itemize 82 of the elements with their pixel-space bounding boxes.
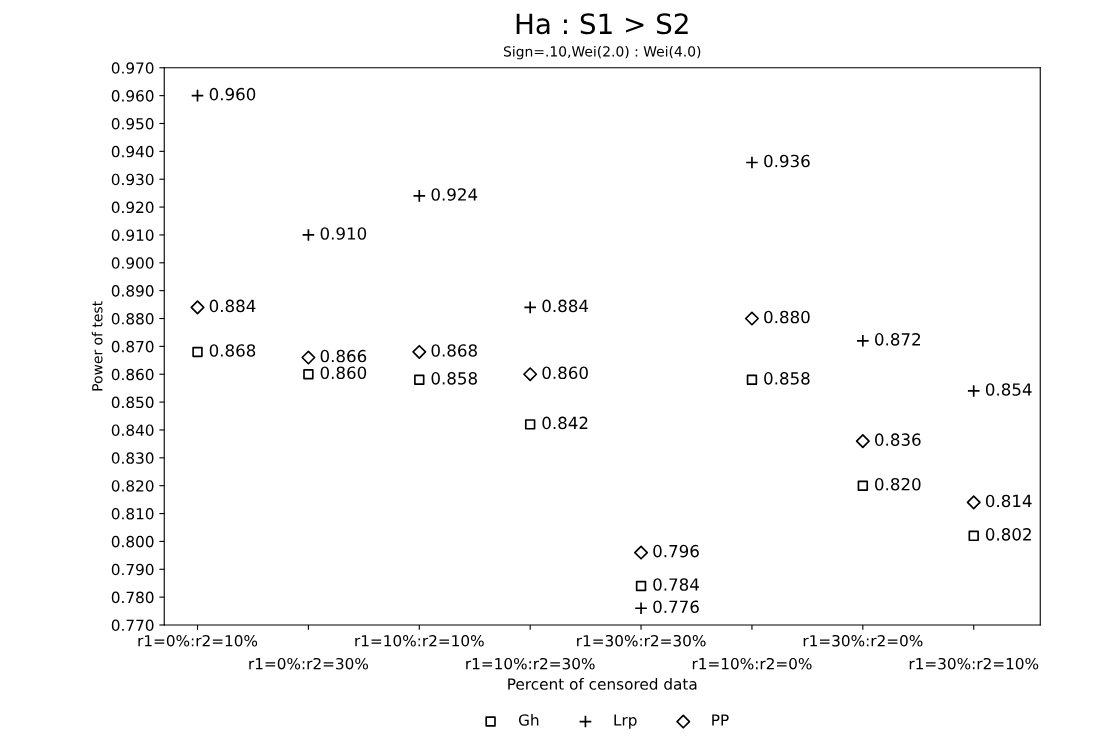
chart-subtitle: Sign=.10,Wei(2.0) : Wei(4.0): [503, 45, 701, 60]
y-tick-label: 0.890: [111, 285, 154, 297]
data-label: 0.854: [985, 383, 1032, 396]
point: [967, 384, 981, 398]
point: [635, 580, 647, 592]
point: [412, 189, 426, 203]
x-tick-label: r1=30%:r2=0%: [803, 634, 923, 647]
point: [190, 300, 205, 315]
point: [303, 369, 314, 380]
chart-title: Ha : S1 > S2: [516, 13, 688, 35]
x-tick-label: r1=30%:r2=10%: [909, 657, 1039, 670]
x-axis-title: Percent of censored data: [508, 677, 697, 690]
data-label: 0.858: [764, 372, 810, 385]
point: [857, 480, 869, 491]
y-tick-label: 0.770: [111, 619, 154, 632]
legend-label: PP: [712, 714, 729, 726]
point: [523, 300, 537, 315]
data-label: 0.836: [875, 433, 921, 446]
point: [966, 495, 981, 510]
point: [301, 228, 316, 242]
data-label: 0.776: [653, 600, 699, 614]
y-tick-label: 0.820: [111, 480, 154, 492]
y-tick-label: 0.970: [111, 62, 154, 74]
data-label: 0.860: [542, 366, 588, 380]
x-tick-label: r1=10%:r2=0%: [692, 657, 812, 670]
data-label: 0.814: [985, 494, 1032, 508]
point: [414, 374, 425, 386]
legend-label: Lrp: [614, 714, 637, 729]
data-label: 0.820: [875, 477, 921, 491]
data-label: 0.860: [320, 366, 367, 380]
point: [744, 311, 759, 326]
data-label: 0.924: [431, 188, 478, 201]
data-label: 0.866: [320, 349, 367, 363]
y-tick-label: 0.940: [111, 145, 154, 158]
data-label: 0.868: [431, 344, 477, 357]
y-tick-label: 0.900: [111, 257, 154, 269]
data-label: 0.784: [653, 578, 699, 591]
data-label: 0.858: [431, 372, 477, 385]
y-tick-label: 0.950: [111, 117, 154, 130]
y-tick-label: 0.780: [111, 591, 154, 604]
point: [190, 88, 205, 103]
y-tick-label: 0.790: [111, 563, 154, 576]
data-label: 0.936: [764, 154, 810, 168]
y-tick-label: 0.920: [111, 201, 154, 214]
data-label: 0.796: [653, 544, 699, 558]
y-tick-label: 0.840: [111, 424, 154, 436]
point: [192, 346, 203, 358]
legend-label: Gh: [518, 713, 539, 726]
data-label: 0.872: [875, 333, 920, 346]
data-label: 0.884: [542, 299, 589, 313]
y-axis-title: Power of test: [91, 301, 103, 391]
y-tick-label: 0.910: [111, 229, 154, 241]
point: [746, 374, 758, 386]
y-tick-label: 0.870: [111, 340, 154, 353]
data-label: 0.884: [209, 299, 256, 313]
x-tick-label: r1=10%:r2=30%: [466, 657, 595, 670]
data-label: 0.880: [764, 310, 810, 324]
x-tick-label: r1=0%:r2=30%: [249, 657, 369, 670]
point: [524, 419, 536, 430]
y-tick-label: 0.930: [111, 173, 154, 186]
point: [523, 367, 538, 382]
data-label: 0.802: [985, 528, 1031, 541]
point: [634, 545, 649, 560]
y-tick-label: 0.860: [111, 368, 154, 381]
y-tick-label: 0.800: [111, 535, 154, 548]
x-tick-label: r1=0%:r2=10%: [138, 634, 258, 647]
point: [412, 344, 427, 359]
point: [745, 155, 759, 170]
data-label: 0.960: [209, 87, 256, 101]
point: [301, 350, 316, 365]
y-tick-label: 0.850: [111, 396, 154, 409]
data-label: 0.868: [209, 344, 256, 357]
data-label: 0.910: [320, 227, 367, 240]
point: [968, 530, 979, 542]
x-tick-label: r1=30%:r2=30%: [577, 634, 706, 647]
x-tick-label: r1=10%:r2=10%: [355, 634, 484, 647]
data-label: 0.842: [542, 416, 588, 430]
point: [855, 434, 870, 449]
y-tick-label: 0.960: [111, 90, 154, 102]
y-tick-label: 0.830: [111, 452, 154, 464]
y-tick-label: 0.810: [111, 508, 154, 520]
y-tick-label: 0.880: [111, 312, 154, 325]
